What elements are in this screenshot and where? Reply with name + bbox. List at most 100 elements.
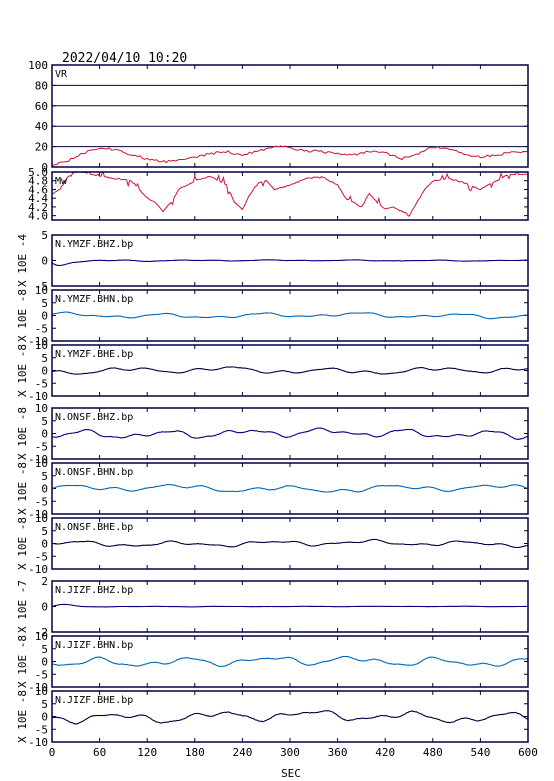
panel-label-mw: Mw [55,176,68,187]
ytick-label-vr-4: 20 [35,141,48,154]
xtick-label-0: 0 [49,746,56,759]
x-axis-label: SEC [281,767,301,780]
ytick-label-jizf-bhn-3: -5 [35,668,48,681]
xtick-label-2: 120 [137,746,157,759]
xtick-label-8: 480 [423,746,443,759]
ylabel-ymzf-bhn: X 10E -8 [16,289,29,342]
trace-vr [52,145,528,167]
xtick-label-1: 60 [93,746,106,759]
frame-ymzf-bhz [51,234,529,287]
ytick-label-onsf-bhe-0: 10 [35,512,48,525]
ytick-label-mw-2: 4.6 [28,183,48,196]
frame-onsf-bhn [51,462,529,515]
ytick-label-ymzf-bhe-3: -5 [35,377,48,390]
ytick-label-mw-5: 4.0 [28,210,48,223]
panel-ymzf-bhz: 5 0 -5 N.YMZF.BHZ.bp X 10E -4 [16,229,529,293]
ytick-label-jizf-bhn-4: -10 [28,681,48,694]
ytick-label-jizf-bhz-1: 0 [41,601,48,614]
ytick-label-vr-0: 100 [28,59,48,72]
panel-jizf-bhz: 2 0 -2 N.JIZF.BHZ.bp X 10E -7 [16,575,529,639]
ytick-label-vr-2: 60 [35,100,48,113]
trace-onsf-bhz [52,427,528,440]
ytick-label-onsf-bhn-2: 0 [41,483,48,496]
ytick-label-vr-1: 80 [35,79,48,92]
frame-mw [51,171,529,221]
panel-vr: 100 80 60 40 20 0 VR [28,59,529,174]
ytick-label-jizf-bhe-0: 10 [35,685,48,698]
ytick-label-jizf-bhe-4: -10 [28,736,48,749]
trace-jizf-bhz [52,603,528,608]
ylabel-ymzf-bhz: X 10E -4 [16,234,29,287]
ytick-label-vr-5: 0 [41,161,48,174]
panel-label-onsf-bhz: N.ONSF.BHZ.bp [55,412,133,423]
ytick-label-ymzf-bhn-3: -5 [35,322,48,335]
ytick-label-ymzf-bhz-0: 5 [41,229,48,242]
trace-jizf-bhn [52,655,528,668]
ytick-label-jizf-bhe-1: 5 [41,698,48,711]
frame-jizf-bhn [51,635,529,688]
ytick-label-onsf-bhn-1: 5 [41,470,48,483]
ytick-label-onsf-bhz-2: 0 [41,428,48,441]
x-axis: 0 60 120 180 240 300 360 420 480 540 600 [49,746,538,759]
panel-label-ymzf-bhe: N.YMZF.BHE.bp [55,349,133,360]
ytick-label-mw-4: 4.2 [28,201,48,214]
ylabel-jizf-bhz: X 10E -7 [16,580,29,633]
ytick-label-jizf-bhz-0: 2 [41,575,48,588]
ytick-label-mw-1: 4.8 [28,175,48,188]
ytick-label-mw-3: 4.4 [28,192,48,205]
xtick-label-4: 240 [232,746,252,759]
panel-stack: 100806040200VR5.04.84.64.44.24.0Mw50-5N.… [16,59,529,749]
ytick-label-onsf-bhz-4: -10 [28,453,48,466]
ytick-label-jizf-bhn-2: 0 [41,656,48,669]
ytick-label-mw-0: 5.0 [28,166,48,179]
trace-jizf-bhe [52,710,528,725]
ylabel-onsf-bhn: X 10E -8 [16,462,29,515]
trace-mw [52,172,528,217]
trace-ymzf-bhz [52,259,528,267]
ytick-label-jizf-bhe-3: -5 [35,723,48,736]
ytick-label-onsf-bhz-3: -5 [35,440,48,453]
panel-label-jizf-bhz: N.JIZF.BHZ.bp [55,585,133,596]
xtick-label-7: 420 [375,746,395,759]
xtick-label-9: 540 [470,746,490,759]
trace-onsf-bhe [52,538,528,549]
panel-label-onsf-bhe: N.ONSF.BHE.bp [55,522,133,533]
xtick-label-3: 180 [185,746,205,759]
frame-vr [51,64,529,168]
ytick-label-ymzf-bhz-2: -5 [35,280,48,293]
ytick-label-ymzf-bhz-1: 0 [41,255,48,268]
frame-jizf-bhe [51,690,529,743]
panel-label-jizf-bhn: N.JIZF.BHN.bp [55,640,133,651]
ytick-label-ymzf-bhn-2: 0 [41,310,48,323]
ytick-label-ymzf-bhe-4: -10 [28,390,48,403]
ytick-label-ymzf-bhe-1: 5 [41,352,48,365]
ylabel-ymzf-bhe: X 10E -8 [16,344,29,397]
ytick-label-onsf-bhe-4: -10 [28,563,48,576]
ytick-label-jizf-bhn-1: 5 [41,643,48,656]
frame-onsf-bhz [51,407,529,460]
ytick-label-onsf-bhn-3: -5 [35,495,48,508]
xtick-label-5: 300 [280,746,300,759]
figure-timestamp: 2022/04/10 10:20 [62,51,187,66]
ytick-label-onsf-bhz-1: 5 [41,415,48,428]
ytick-label-ymzf-bhe-2: 0 [41,365,48,378]
ytick-label-ymzf-bhn-4: -10 [28,335,48,348]
ylabel-jizf-bhn: X 10E -8 [16,635,29,688]
ytick-label-onsf-bhe-2: 0 [41,538,48,551]
trace-ymzf-bhn [52,311,528,320]
ytick-label-vr-3: 40 [35,120,48,133]
frame-ymzf-bhe [51,344,529,397]
ytick-label-onsf-bhz-0: 10 [35,402,48,415]
frame-onsf-bhe [51,517,529,570]
ytick-label-ymzf-bhe-0: 10 [35,339,48,352]
ytick-label-jizf-bhn-0: 10 [35,630,48,643]
ylabel-onsf-bhe: X 10E -8 [16,517,29,570]
ylabel-jizf-bhe: X 10E -8 [16,690,29,743]
xtick-label-6: 360 [328,746,348,759]
panel-label-ymzf-bhz: N.YMZF.BHZ.bp [55,239,133,250]
frame-ymzf-bhn [51,289,529,342]
